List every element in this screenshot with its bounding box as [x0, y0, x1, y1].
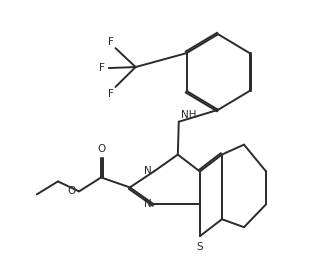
- Text: F: F: [99, 63, 105, 73]
- Text: F: F: [108, 89, 114, 99]
- Text: N: N: [144, 199, 152, 209]
- Text: F: F: [108, 37, 114, 47]
- Text: S: S: [197, 242, 203, 252]
- Text: O: O: [97, 144, 105, 154]
- Text: O: O: [68, 186, 76, 196]
- Text: NH: NH: [182, 110, 197, 120]
- Text: N: N: [144, 167, 152, 176]
